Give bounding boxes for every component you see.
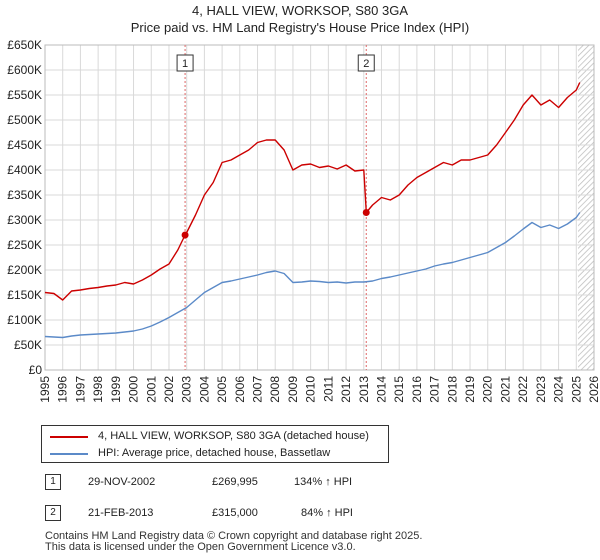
x-tick-label: 2010	[304, 376, 318, 403]
y-tick-label: £200K	[7, 263, 42, 277]
footer-line: This data is licensed under the Open Gov…	[45, 541, 356, 553]
x-tick-label: 2018	[445, 376, 459, 403]
x-tick-label: 2011	[321, 376, 335, 402]
hpi-series-line	[44, 212, 581, 339]
y-tick-label: £150K	[7, 288, 42, 302]
sale-point	[362, 209, 370, 216]
y-tick-label: £50K	[14, 338, 42, 352]
x-tick-label: 1995	[38, 376, 52, 403]
legend-label-property: 4, HALL VIEW, WORKSOP, S80 3GA (detached…	[98, 430, 369, 442]
x-tick-label: 1999	[109, 376, 123, 403]
x-tick-label: 2022	[516, 376, 530, 403]
x-tick-label: 2016	[410, 376, 424, 403]
sale-marker-box	[357, 54, 375, 72]
y-tick-label: £600K	[7, 63, 42, 77]
transaction-price: £315,000	[212, 507, 258, 519]
price-chart: £0 £50K £100K £150K £200K £250K £300K £350K £400…	[7, 38, 600, 403]
transaction-price: £269,995	[212, 476, 258, 488]
plot-frame	[44, 44, 595, 371]
y-tick-label: £250K	[7, 238, 42, 252]
x-tick-label: 2015	[392, 376, 406, 403]
legend-swatch-hpi	[50, 453, 88, 455]
y-tick-label: £400K	[7, 163, 42, 177]
x-tick-label: 1998	[91, 376, 105, 403]
forecast-band	[578, 45, 594, 370]
y-tick-label: £0	[29, 363, 43, 377]
x-tick-label: 2025	[569, 376, 583, 403]
x-tick-label: 2009	[286, 376, 300, 403]
transaction-number: 2	[45, 505, 61, 521]
x-tick-label: 2024	[552, 376, 566, 403]
x-tick-label: 2020	[481, 376, 495, 403]
footer: Contains HM Land Registry data © Crown c…	[45, 531, 422, 553]
transaction-date: 21-FEB-2013	[88, 507, 154, 519]
x-tick-label: 2000	[127, 376, 141, 403]
x-tick-label: 2023	[534, 376, 548, 403]
y-tick-label: £100K	[7, 313, 42, 327]
x-tick-label: 2019	[463, 376, 477, 403]
chart-subtitle: Price paid vs. HM Land Registry's House …	[130, 20, 470, 35]
x-tick-label: 2004	[197, 376, 211, 403]
y-tick-label: £550K	[7, 88, 42, 102]
transaction-hpi: 134% ↑ HPI	[294, 476, 353, 488]
x-tick-label: 2002	[162, 376, 176, 403]
x-tick-label: 2001	[144, 376, 158, 403]
chart-legend: 4, HALL VIEW, WORKSOP, S80 3GA (detached…	[41, 425, 389, 463]
x-tick-label: 2014	[374, 376, 388, 403]
y-tick-label: £500K	[7, 113, 42, 127]
x-tick-label: 2007	[251, 376, 265, 403]
y-tick-label: £300K	[7, 213, 42, 227]
sale-marker-label: 2	[363, 58, 369, 70]
x-tick-label: 1996	[56, 376, 70, 403]
x-tick-label: 1997	[73, 376, 87, 403]
transaction-number: 1	[45, 474, 61, 490]
x-tick-label: 2026	[587, 376, 600, 403]
plot-area	[45, 45, 594, 370]
x-tick-label: 2012	[339, 376, 353, 403]
y-tick-label: £350K	[7, 188, 42, 202]
y-tick-label: £450K	[7, 138, 42, 152]
sale-marker-label: 1	[182, 58, 188, 70]
x-tick-label: 2017	[428, 376, 442, 403]
x-tick-label: 2008	[268, 376, 282, 403]
chart-title-block: 4, HALL VIEW, WORKSOP, S80 3GA Price pai…	[0, 2, 600, 36]
x-tick-label: 2013	[357, 376, 371, 403]
transaction-hpi: 84% ↑ HPI	[301, 507, 353, 519]
property-series-line	[44, 82, 581, 301]
x-tick-label: 2003	[180, 376, 194, 403]
footer-line: Contains HM Land Registry data © Crown c…	[45, 530, 423, 542]
chart-title: 4, HALL VIEW, WORKSOP, S80 3GA	[191, 3, 409, 18]
x-tick-label: 2021	[498, 376, 512, 403]
legend-swatch-property	[50, 436, 88, 438]
x-tick-label: 2005	[215, 376, 229, 403]
sale-point	[181, 231, 189, 239]
transaction-date: 29-NOV-2002	[88, 476, 156, 488]
legend-label-hpi: HPI: Average price, detached house, Bass…	[98, 447, 331, 459]
y-tick-label: £650K	[7, 38, 42, 52]
sale-marker-box	[176, 54, 194, 72]
x-tick-label: 2006	[233, 376, 247, 403]
